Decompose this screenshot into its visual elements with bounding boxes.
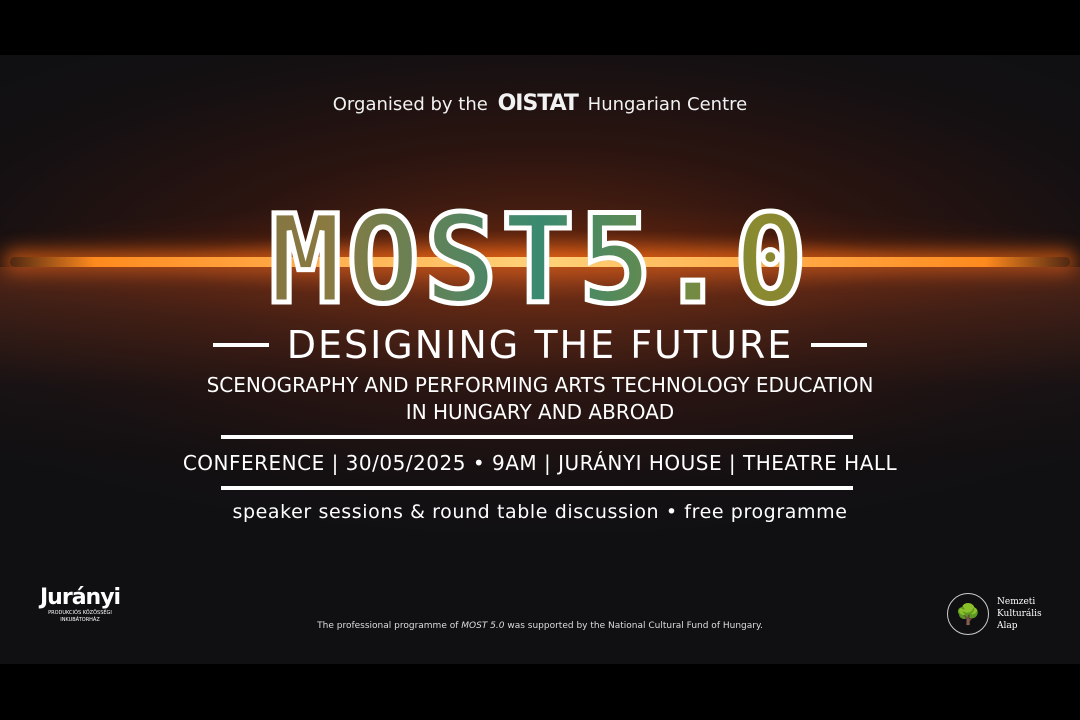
organiser-suffix: Hungarian Centre [587, 94, 748, 115]
horizon-line [10, 257, 1070, 267]
organiser-line: Organised by the ОISTAT Hungarian Centre [0, 91, 1080, 116]
divider [221, 435, 853, 439]
organiser-prefix: Organised by the [332, 94, 488, 115]
tree-seal-icon: 🌳 [947, 593, 989, 635]
description-line: IN HUNGARY AND ABROAD [405, 400, 675, 424]
event-info: CONFERENCE | 30/05/2025 • 9AM | JURÁNYI … [182, 451, 898, 475]
description-line: SCENOGRAPHY AND PERFORMING ARTS TECHNOLO… [206, 373, 874, 397]
juranyi-logo: Jurányi PRODUKCIÓS KÖZÖSSÉGI INKUBÁTORHÁ… [40, 585, 121, 624]
oistat-logo: ОISTAT [497, 91, 579, 116]
footer-credit: The professional programme of MOST 5.0 w… [0, 621, 1080, 631]
nka-line: Kulturális [997, 609, 1042, 619]
nka-line: Alap [997, 621, 1018, 631]
dash-right [811, 343, 868, 347]
divider [221, 486, 853, 490]
tagline: speaker sessions & round table discussio… [232, 501, 848, 523]
poster: Organised by the ОISTAT Hungarian Centre… [0, 55, 1080, 664]
nka-line: Nemzeti [997, 597, 1036, 607]
event-title: MOST5.0 [0, 193, 1080, 328]
subtitle: DESIGNING THE FUTURE [0, 323, 1080, 367]
subtitle-text: DESIGNING THE FUTURE [286, 323, 794, 367]
juranyi-sub: PRODUKCIÓS KÖZÖSSÉGI INKUBÁTORHÁZ [48, 610, 112, 623]
footer-text: The professional programme of [317, 621, 462, 631]
dash-left [212, 343, 269, 347]
footer-text: was supported by the National Cultural F… [504, 621, 763, 631]
footer-italic: MOST 5.0 [461, 621, 505, 631]
nka-logo: 🌳 Nemzeti Kulturális Alap [947, 593, 1042, 635]
sea-surface [0, 267, 1080, 467]
juranyi-mark: Jurányi [40, 585, 121, 610]
